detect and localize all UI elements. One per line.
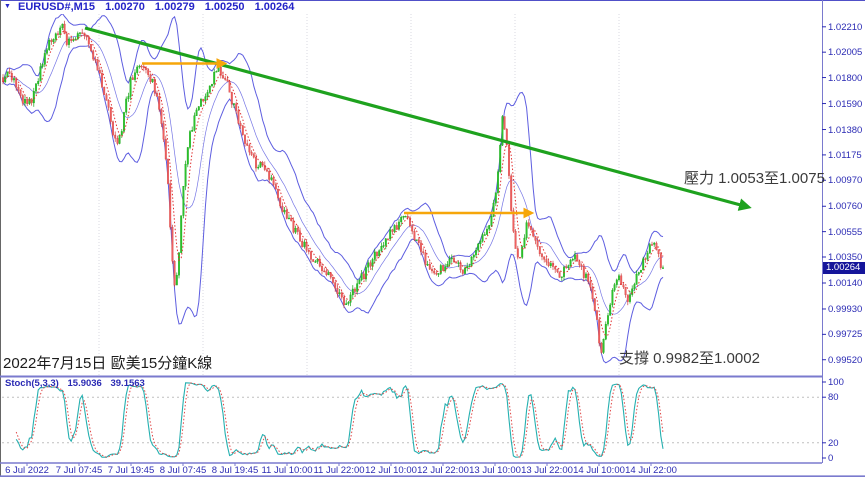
price-axis-label: 1.01175	[828, 149, 862, 161]
downtrend-arrow[interactable]	[84, 26, 752, 211]
ohlc-open: 1.00270	[105, 1, 145, 13]
time-axis-label: 8 Jul 19:45	[211, 465, 259, 476]
time-axis-label: 11 Jul 10:00	[261, 465, 313, 476]
symbol-dropdown-icon[interactable]: ▼	[4, 3, 11, 10]
stoch-axis-label: 100	[828, 377, 844, 388]
price-axis-label: 0.99930	[828, 303, 863, 315]
ohlc-high: 1.00279	[154, 1, 195, 13]
price-axis-label: 1.00350	[828, 252, 863, 263]
time-axis-label: 12 Jul 10:00	[365, 465, 417, 476]
date-caption[interactable]: 2022年7月15日 歐美15分鐘K線	[3, 355, 213, 372]
stochastic-lines	[2, 382, 822, 458]
price-axis-label: 0.99520	[828, 354, 863, 366]
price-axis-label: 1.02210	[828, 21, 863, 33]
symbol-timeframe: EURUSD#,M15	[18, 1, 96, 13]
time-axis-label: 11 Jul 22:00	[313, 465, 365, 476]
stoch-name: Stoch(5,3,3)	[5, 378, 59, 389]
time-axis-label: 13 Jul 22:00	[521, 465, 573, 476]
resistance-annotation[interactable]: 壓力 1.0053至1.0075	[684, 170, 825, 187]
time-axis-label: 8 Jul 07:45	[159, 465, 207, 476]
analyst-drawings[interactable]	[84, 26, 752, 219]
candlesticks	[2, 20, 664, 355]
chart-title-bar: ▼ EURUSD#,M15 1.00270 1.00279 1.00250 1.…	[4, 1, 294, 13]
price-axis-label: 1.00970	[828, 175, 863, 187]
stoch-indicator-label: Stoch(5,3,3) 15.9036 39.1563	[5, 378, 151, 389]
ma-dotted-line	[2, 30, 664, 337]
stoch-axis-label: 80	[828, 392, 839, 404]
time-axis-label: 12 Jul 22:00	[417, 465, 469, 476]
price-axis-label: 0.99725	[828, 329, 863, 341]
ohlc-low: 1.00250	[204, 1, 245, 13]
price-axis-label: 1.00760	[828, 201, 863, 213]
time-axis-label: 13 Jul 10:00	[469, 465, 521, 476]
time-axis-label: 6 Jul 2022	[5, 465, 49, 476]
price-axis-label: 1.00555	[828, 226, 863, 238]
bollinger-bands	[2, 14, 664, 364]
current-price-tag: 1.00264	[823, 262, 865, 274]
support-annotation[interactable]: 支撐 0.9982至1.0002	[619, 350, 760, 367]
price-axis-label: 1.01800	[828, 72, 863, 84]
period-separators	[98, 14, 620, 376]
time-axis-label: 7 Jul 07:45	[55, 465, 103, 476]
stoch-d-value: 39.1563	[110, 378, 145, 389]
price-axis-label: 1.01380	[828, 124, 863, 136]
stoch-axis-label: 0	[828, 453, 834, 464]
axis-tick-marks	[26, 26, 826, 466]
price-axis-label: 1.02005	[828, 47, 863, 59]
ohlc-close: 1.00264	[254, 1, 295, 13]
time-axis-label: 7 Jul 19:45	[107, 465, 155, 476]
time-axis-label: 14 Jul 10:00	[573, 465, 625, 476]
stoch-axis-label: 20	[828, 437, 839, 449]
price-axis-label: 1.01590	[828, 98, 863, 110]
price-axis-label: 1.00140	[828, 277, 863, 289]
stoch-k-value: 15.9036	[67, 378, 102, 389]
time-axis-label: 14 Jul 22:00	[625, 465, 677, 476]
